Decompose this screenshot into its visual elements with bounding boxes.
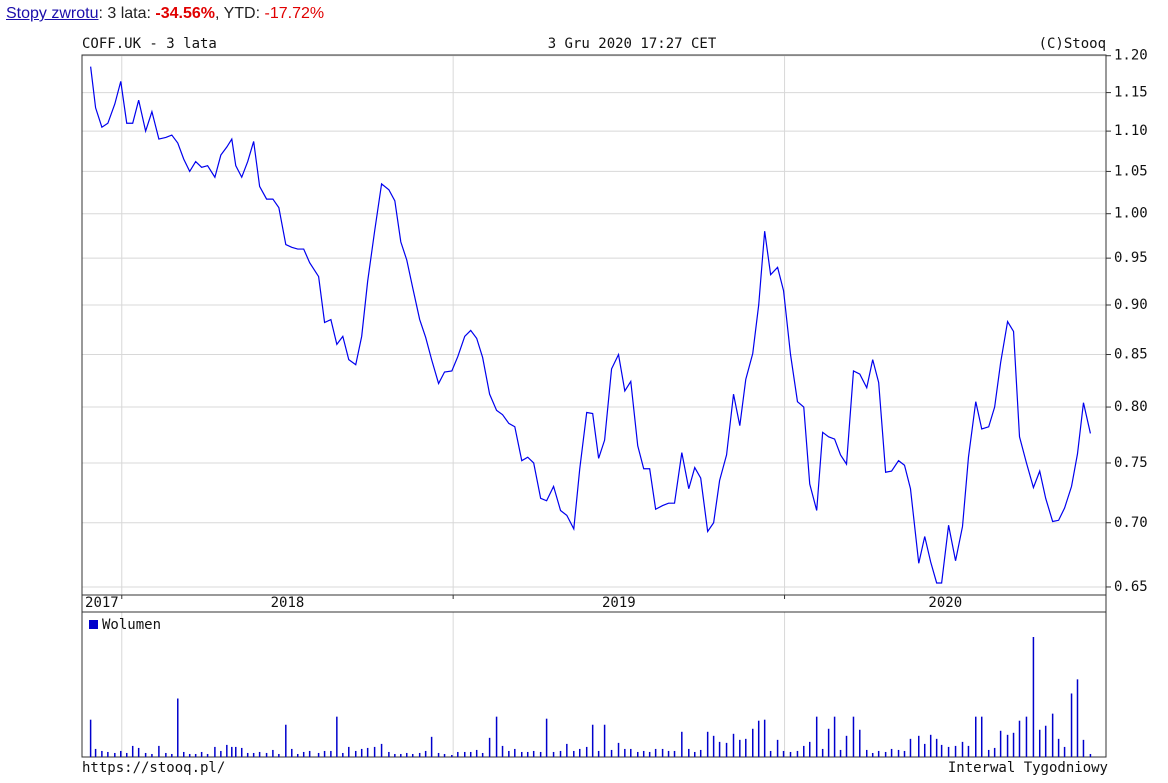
returns-link[interactable]: Stopy zwrotu bbox=[6, 5, 99, 22]
y-tick-label: 0.65 bbox=[1114, 579, 1148, 595]
price-frame bbox=[81, 54, 1107, 596]
legend-swatch bbox=[89, 620, 98, 629]
y-tick-label: 0.85 bbox=[1114, 347, 1148, 363]
y-tick-label: 0.75 bbox=[1114, 455, 1148, 471]
footer-url: https://stooq.pl/ bbox=[82, 760, 225, 776]
y-tick-label: 1.20 bbox=[1114, 48, 1148, 64]
y-tick-label: 0.80 bbox=[1114, 399, 1148, 415]
chart-title: COFF.UK - 3 lata bbox=[82, 36, 217, 52]
volume-frame bbox=[81, 611, 1107, 758]
x-tick-label: 2018 bbox=[271, 595, 305, 611]
y-tick-label: 0.95 bbox=[1114, 250, 1148, 266]
period-label: : 3 lata: bbox=[98, 5, 156, 22]
returns-header: Stopy zwrotu: 3 lata: -34.56%, YTD: -17.… bbox=[6, 5, 324, 23]
price-line bbox=[90, 66, 1092, 584]
return-3y: -34.56% bbox=[155, 5, 215, 22]
copyright: (C)Stooq bbox=[1039, 36, 1106, 52]
y-tick-label: 0.90 bbox=[1114, 297, 1148, 313]
y-tick-label: 1.15 bbox=[1114, 85, 1148, 101]
return-ytd: -17.72% bbox=[264, 5, 325, 22]
x-tick-label: 2017 bbox=[85, 595, 119, 611]
footer-interval: Interwal Tygodniowy bbox=[948, 760, 1108, 776]
ytd-label: , YTD: bbox=[215, 5, 265, 22]
legend-label: Wolumen bbox=[102, 617, 161, 633]
x-tick-label: 2020 bbox=[928, 595, 962, 611]
chart-subtitle: 3 Gru 2020 17:27 CET bbox=[548, 36, 717, 52]
y-tick-label: 0.70 bbox=[1114, 515, 1148, 531]
y-tick-label: 1.10 bbox=[1114, 123, 1148, 139]
y-tick-label: 1.05 bbox=[1114, 163, 1148, 179]
x-tick-label: 2019 bbox=[602, 595, 636, 611]
y-tick-label: 1.00 bbox=[1114, 206, 1148, 222]
